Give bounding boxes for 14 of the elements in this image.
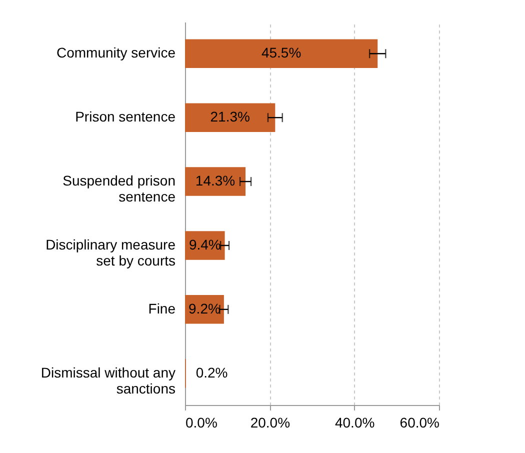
x-tick-label: 20.0% <box>250 414 290 430</box>
x-tick-label: 40.0% <box>334 414 375 430</box>
y-tick-label: Suspended prison sentence <box>62 172 176 205</box>
data-label: 0.2% <box>196 364 228 380</box>
y-tick-label: Prison sentence <box>75 108 176 125</box>
data-label: 21.3% <box>210 108 250 125</box>
data-label: 14.3% <box>195 172 236 189</box>
y-tick-label: Dismissal without any sanctions <box>40 364 176 396</box>
x-tick-label: 0.0% <box>186 414 218 430</box>
y-tick-label: Community service <box>56 44 176 61</box>
x-tick-label: 60.0% <box>400 414 440 430</box>
y-tick-label: Fine <box>148 300 176 316</box>
data-label: 45.5% <box>261 44 302 61</box>
y-tick-label: Disciplinary measure set by courts <box>46 236 176 268</box>
